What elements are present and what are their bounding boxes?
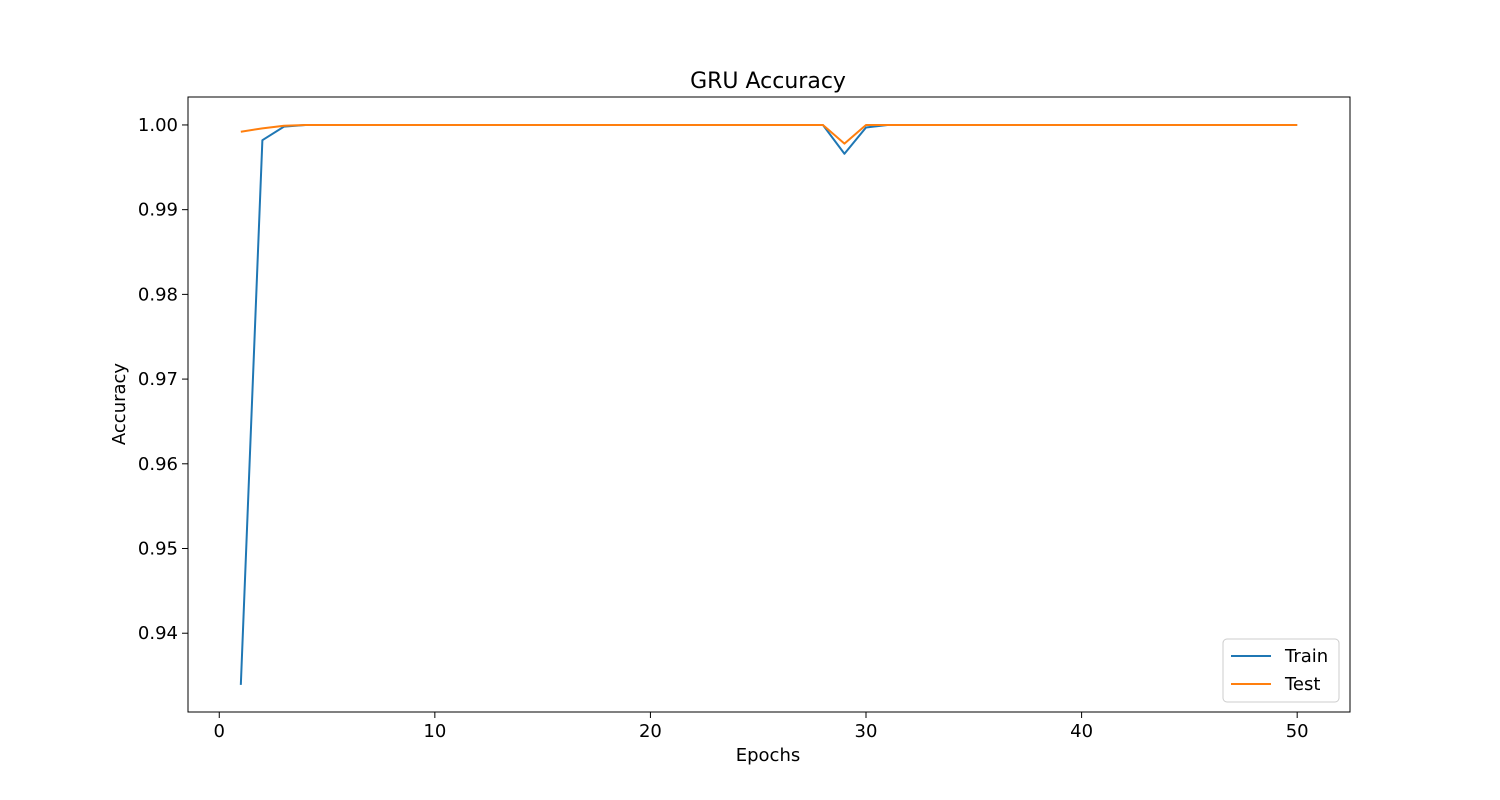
y-tick-label: 0.97 xyxy=(138,369,178,390)
legend-box xyxy=(1222,638,1340,703)
y-axis-title: Accuracy xyxy=(109,363,130,446)
legend-label-test: Test xyxy=(1284,674,1320,695)
y-tick-label: 0.94 xyxy=(138,623,178,644)
chart-title: GRU Accuracy xyxy=(690,69,846,94)
y-tick-label: 0.96 xyxy=(138,454,178,475)
y-tick-label: 1.00 xyxy=(138,115,178,136)
y-tick-label: 0.99 xyxy=(138,200,178,221)
x-tick-label: 30 xyxy=(855,721,878,742)
x-tick-label: 10 xyxy=(423,721,446,742)
legend: Train Test xyxy=(1222,638,1340,703)
plot-area: 0 10 20 30 40 50 0.94 0.95 0.96 0.97 0.98 0.99 1.00 xyxy=(138,96,1351,742)
plot-frame xyxy=(187,96,1351,713)
y-tick-label: 0.98 xyxy=(138,284,178,305)
series-line-test xyxy=(240,123,1298,145)
series-line-train xyxy=(239,123,1298,685)
x-tick-label: 0 xyxy=(214,721,225,742)
x-tick-label: 50 xyxy=(1286,721,1309,742)
x-tick-label: 20 xyxy=(639,721,662,742)
legend-label-train: Train xyxy=(1284,646,1328,667)
x-tick-label: 40 xyxy=(1070,721,1093,742)
y-tick-label: 0.95 xyxy=(138,539,178,560)
x-axis-title: Epochs xyxy=(736,745,801,766)
